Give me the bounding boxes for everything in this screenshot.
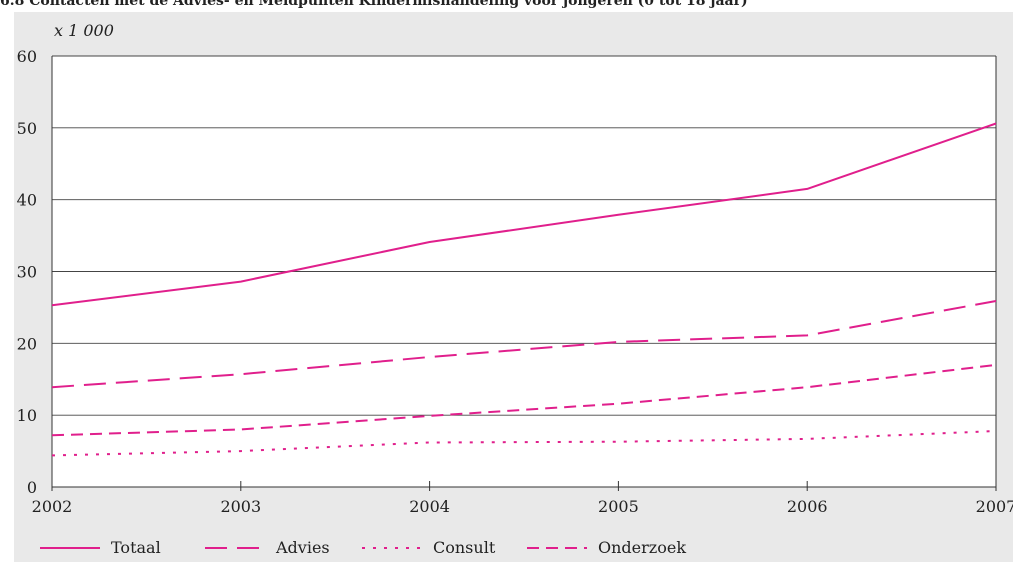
unit-label: x 1 000 <box>54 21 114 40</box>
legend-label: Totaal <box>111 538 161 557</box>
series-line-totaal <box>51 122 997 307</box>
y-tick-label: 50 <box>17 119 37 138</box>
y-tick-label: 30 <box>17 263 37 282</box>
y-tick-label: 20 <box>17 334 37 353</box>
series-line-onderzoek <box>51 363 997 437</box>
x-tick-label: 2004 <box>409 497 450 516</box>
y-tick-label: 40 <box>17 191 37 210</box>
x-tick-label: 2006 <box>787 497 828 516</box>
series-line-advies <box>51 300 997 389</box>
legend-label: Onderzoek <box>598 538 686 557</box>
chart-title: 6.8 Contacten met de Advies- en Meldpunt… <box>0 0 748 9</box>
y-tick-label: 0 <box>27 478 37 497</box>
x-tick-label: 2002 <box>32 497 73 516</box>
x-tick-label: 2007 <box>976 497 1013 516</box>
legend-label: Advies <box>275 538 330 557</box>
y-tick-label: 10 <box>17 406 37 425</box>
x-tick-label: 2005 <box>598 497 639 516</box>
x-tick-label: 2003 <box>220 497 261 516</box>
y-tick-label: 60 <box>17 47 37 66</box>
legend-label: Consult <box>433 538 496 557</box>
